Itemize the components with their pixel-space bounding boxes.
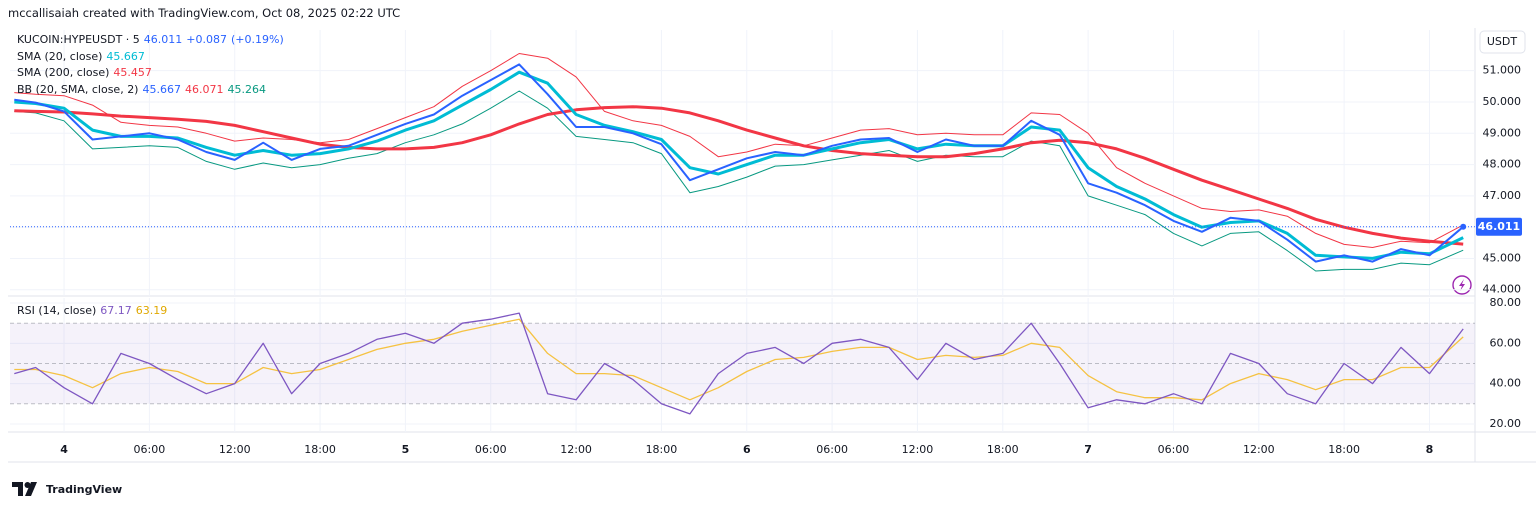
last-point bbox=[1460, 223, 1467, 230]
legend-label: BB (20, SMA, close, 2) bbox=[17, 82, 139, 96]
price-tag bbox=[1476, 217, 1522, 236]
series-line bbox=[14, 105, 1464, 246]
y-tick-label: 47.000 bbox=[1483, 189, 1522, 202]
legend-value: 67.17 bbox=[100, 304, 132, 317]
legend-value: 45.667 bbox=[106, 49, 145, 63]
x-tick-label: 06:00 bbox=[134, 443, 166, 456]
x-tick-label: 6 bbox=[743, 443, 751, 456]
x-tick-label: 8 bbox=[1426, 443, 1434, 456]
legend-value: 45.264 bbox=[227, 82, 266, 96]
x-tick-label: 12:00 bbox=[1243, 443, 1275, 456]
legend-value: 46.071 bbox=[184, 82, 224, 96]
series-line bbox=[14, 53, 1464, 248]
legend-row: BB (20, SMA, close, 2) 45.667 46.071 45.264 bbox=[17, 82, 288, 99]
rsi-legend: RSI (14, close) 67.17 63.19 bbox=[17, 303, 171, 320]
price-tag-label: 46.011 bbox=[1478, 220, 1520, 233]
legend-value: 45.667 bbox=[142, 82, 181, 96]
x-tick-label: 18:00 bbox=[646, 443, 678, 456]
x-tick-label: 18:00 bbox=[304, 443, 336, 456]
legend-row: SMA (200, close) 45.457 bbox=[17, 65, 288, 82]
x-tick-label: 06:00 bbox=[816, 443, 848, 456]
legend-label: KUCOIN:HYPEUSDT · 5 bbox=[17, 33, 140, 46]
legend-value: 46.011 bbox=[143, 33, 183, 46]
x-tick-label: 18:00 bbox=[987, 443, 1019, 456]
series-line bbox=[14, 312, 1464, 415]
x-tick-label: 12:00 bbox=[219, 443, 251, 456]
series-line bbox=[14, 318, 1464, 401]
series-line bbox=[14, 90, 1464, 272]
x-tick-label: 12:00 bbox=[560, 443, 592, 456]
x-tick-label: 12:00 bbox=[902, 443, 934, 456]
series-line bbox=[14, 63, 1464, 263]
legend-row: KUCOIN:HYPEUSDT · 5 46.011 +0.087 (+0.19%) bbox=[17, 32, 288, 49]
legend-change-pct: (+0.19%) bbox=[231, 33, 284, 46]
brand-logo bbox=[12, 482, 37, 496]
y-tick-label: 51.000 bbox=[1483, 64, 1522, 77]
legend: KUCOIN:HYPEUSDT · 5 46.011 +0.087 (+0.19%) … bbox=[17, 32, 288, 98]
x-tick-label: 5 bbox=[402, 443, 410, 456]
y-tick-label: 49.000 bbox=[1483, 126, 1522, 139]
y-tick-label: 80.00 bbox=[1490, 296, 1522, 309]
currency-box bbox=[1479, 30, 1526, 54]
legend-value: 63.19 bbox=[135, 304, 168, 317]
x-tick-label: 4 bbox=[60, 443, 68, 456]
legend-change: +0.087 bbox=[186, 33, 227, 46]
y-tick-label: 48.000 bbox=[1483, 158, 1522, 171]
x-tick-label: 7 bbox=[1084, 443, 1092, 456]
y-tick-label: 50.000 bbox=[1483, 95, 1522, 108]
brand: TradingView bbox=[46, 483, 122, 496]
y-tick-label: 60.00 bbox=[1490, 336, 1522, 349]
x-tick-label: 18:00 bbox=[1328, 443, 1360, 456]
legend-label: SMA (200, close) bbox=[17, 66, 110, 79]
y-tick-label: 45.000 bbox=[1483, 251, 1522, 264]
series-line bbox=[14, 70, 1464, 260]
legend-label: RSI (14, close) bbox=[17, 304, 97, 317]
y-tick-label: 44.000 bbox=[1483, 283, 1522, 296]
currency: USDT bbox=[1487, 35, 1518, 48]
alert-bolt bbox=[1459, 279, 1465, 291]
legend-value: 45.457 bbox=[113, 66, 152, 79]
legend-label: SMA (20, close) bbox=[17, 49, 103, 63]
legend-row: SMA (20, close) 45.667 bbox=[17, 49, 288, 66]
x-tick-label: 06:00 bbox=[475, 443, 507, 456]
y-tick-label: 40.00 bbox=[1490, 377, 1522, 390]
attribution: mccallisaiah created with TradingView.co… bbox=[8, 6, 401, 20]
y-tick-label: 20.00 bbox=[1490, 417, 1522, 430]
x-tick-label: 06:00 bbox=[1158, 443, 1190, 456]
